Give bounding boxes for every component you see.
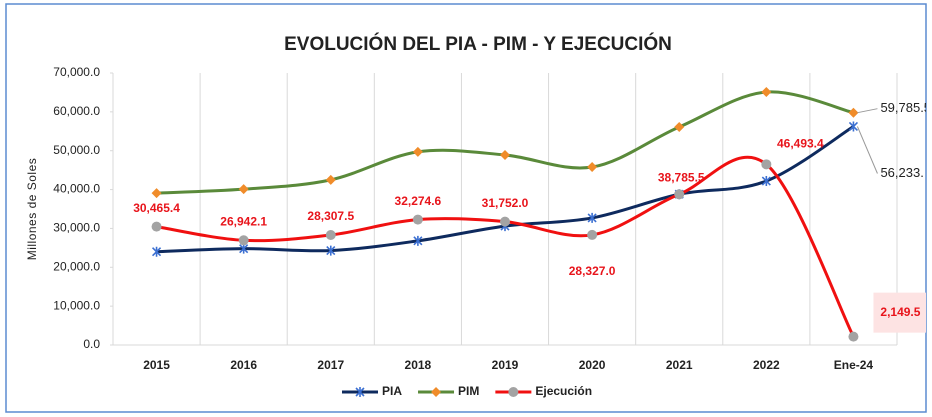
data-label: 28,307.5 [307,209,354,223]
legend-label: Ejecución [535,384,592,398]
marker [848,121,859,132]
legend-marker [355,387,365,397]
x-tick-label: 2019 [492,358,519,372]
data-label: 30,465.4 [133,201,180,215]
marker [674,122,685,133]
data-label: 26,942.1 [220,214,267,228]
y-tick-label: 70,000.0 [53,65,100,79]
marker [587,212,597,223]
marker [151,221,162,232]
marker [500,216,510,227]
data-label: 59,785.5 [880,100,931,115]
data-label: 32,274.6 [395,194,442,208]
label-box [873,292,926,333]
x-tick-label: 2021 [666,358,693,372]
y-tick-label: 0.0 [83,337,100,351]
y-tick-label: 30,000.0 [53,221,100,235]
marker [238,184,249,195]
marker [674,189,685,200]
marker [412,146,423,157]
marker [848,107,859,118]
plot: EVOLUCIÓN DEL PIA - PIM - Y EJECUCIÓN Mi… [25,33,931,398]
legend-item: Ejecución [495,384,592,398]
marker [325,174,336,185]
x-tick-label: 2018 [405,358,432,372]
legend-item: PIM [418,384,479,398]
legend-label: PIA [382,384,402,398]
marker [151,246,162,257]
marker [587,162,598,173]
marker [151,188,162,199]
data-label: 28,327.0 [569,264,616,278]
x-tick-label: 2022 [753,358,780,372]
marker [325,230,336,241]
chart-frame [5,3,927,413]
marker [848,331,859,342]
marker [412,214,423,225]
legend-label: PIM [458,384,479,398]
marker [761,159,772,170]
x-tick-label: Ene-24 [834,358,874,372]
marker [238,235,249,246]
y-tick-label: 20,000.0 [53,259,100,273]
x-tick-label: 2020 [579,358,606,372]
data-label: 46,493.4 [777,137,824,151]
y-tick-label: 50,000.0 [53,143,100,157]
data-label: 38,785.5 [658,170,705,184]
chart-title: EVOLUCIÓN DEL PIA - PIM - Y EJECUCIÓN [284,33,672,55]
y-tick-label: 40,000.0 [53,182,100,196]
leader-line [856,126,878,174]
marker [761,87,772,98]
marker [500,149,510,160]
data-label: 2,149.5 [880,305,920,319]
legend-marker [508,387,519,397]
leader-line [857,108,878,114]
data-label: 31,752.0 [482,196,529,210]
marker [326,245,336,256]
x-tick-label: 2015 [143,358,170,372]
marker [413,235,423,246]
x-tick-label: 2016 [230,358,257,372]
marker [587,229,598,240]
y-axis-label: Millones de Soles [25,158,39,261]
y-tick-label: 60,000.0 [53,104,100,118]
data-label: 56,233. [880,165,923,180]
y-tick-label: 10,000.0 [53,298,100,312]
legend-marker [431,387,442,397]
x-tick-label: 2017 [317,358,344,372]
legend-item: PIA [342,384,402,398]
marker [761,176,771,187]
